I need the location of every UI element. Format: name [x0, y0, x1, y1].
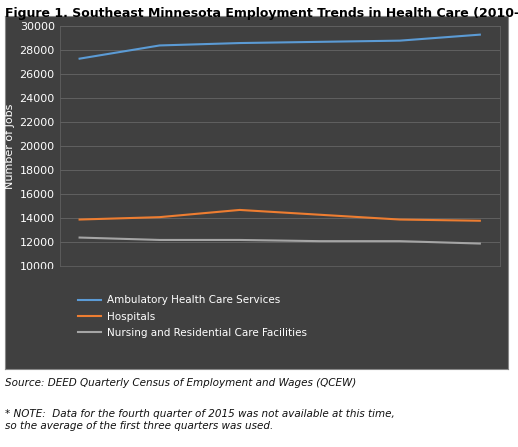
Y-axis label: Number of Jobs: Number of Jobs	[5, 104, 16, 189]
Text: Source: DEED Quarterly Census of Employment and Wages (QCEW): Source: DEED Quarterly Census of Employm…	[5, 378, 356, 388]
Text: * NOTE:  Data for the fourth quarter of 2015 was not available at this time,
so : * NOTE: Data for the fourth quarter of 2…	[5, 409, 395, 430]
Legend: Ambulatory Health Care Services, Hospitals, Nursing and Residential Care Facilit: Ambulatory Health Care Services, Hospita…	[74, 291, 311, 342]
Text: Figure 1. Southeast Minnesota Employment Trends in Health Care (2010-2015): Figure 1. Southeast Minnesota Employment…	[5, 7, 518, 20]
